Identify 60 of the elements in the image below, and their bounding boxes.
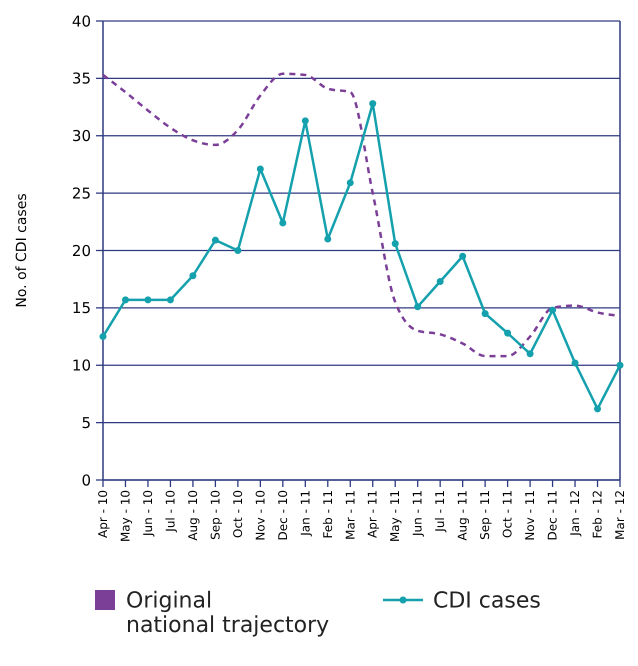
x-tick-label: Dec - 11	[546, 490, 560, 540]
point	[616, 362, 624, 369]
x-tick-label: Nov - 11	[523, 490, 538, 541]
x-tick-label: Oct - 11	[500, 490, 515, 538]
point	[324, 236, 332, 243]
y-tick-label: 15	[72, 299, 91, 318]
point	[504, 330, 512, 337]
point	[122, 296, 129, 304]
y-tick-label: 5	[81, 414, 91, 432]
x-tick-label: Jun - 10	[140, 490, 155, 537]
x-tick-label: Nov - 10	[253, 490, 268, 541]
point	[392, 240, 399, 248]
y-tick-label: 0	[81, 471, 91, 490]
y-tick-label: 20	[72, 242, 91, 260]
x-tick-label: Jan - 11	[298, 490, 312, 537]
x-tick-label: Feb - 12	[590, 490, 605, 538]
x-tick-label: Apr - 11	[366, 490, 380, 538]
point	[594, 405, 602, 412]
y-tick-label: 35	[72, 70, 91, 88]
legend-label: Original national trajectory	[126, 588, 330, 638]
point	[212, 236, 219, 244]
point	[256, 166, 264, 173]
x-tick-label: Sep - 10	[208, 490, 222, 540]
point	[189, 272, 196, 280]
point	[572, 359, 579, 366]
x-tick-label: Jun - 11	[410, 490, 425, 537]
point	[302, 117, 309, 124]
point	[279, 219, 286, 226]
point	[144, 296, 152, 304]
point	[100, 333, 106, 340]
point	[436, 278, 444, 285]
point	[369, 100, 376, 108]
y-tick-label: 25	[72, 184, 91, 202]
x-tick-label: Mar - 11	[343, 490, 358, 540]
x-tick-label: Oct - 10	[230, 490, 245, 538]
y-tick-label: 40	[72, 12, 91, 30]
x-tick-label: Jan - 12	[568, 490, 582, 537]
x-tick-label: Jul - 10	[163, 490, 178, 533]
x-tick-label: May - 10	[118, 490, 132, 542]
x-tick-label: Dec - 10	[276, 490, 290, 540]
x-tick-label: Sep - 11	[478, 490, 492, 540]
point	[414, 303, 422, 310]
y-tick-label: 30	[72, 127, 91, 145]
x-tick-label: Aug - 11	[456, 490, 470, 541]
y-tick-label: 10	[72, 356, 91, 374]
x-tick-label: Apr - 10	[96, 490, 110, 538]
x-tick-label: Aug - 10	[186, 490, 200, 541]
point	[526, 350, 534, 358]
point	[482, 310, 489, 318]
x-tick-label: Jul - 11	[433, 490, 448, 533]
point	[459, 252, 466, 260]
legend-label: CDI cases	[433, 588, 541, 614]
point	[346, 179, 354, 186]
x-tick-label: May - 11	[388, 490, 402, 542]
x-tick-label: Mar - 12	[613, 490, 627, 540]
point	[234, 247, 242, 254]
point	[549, 306, 556, 314]
x-tick-label: Feb - 11	[320, 490, 335, 538]
y-axis-title: No. of CDI cases	[14, 193, 30, 308]
point	[166, 296, 174, 304]
